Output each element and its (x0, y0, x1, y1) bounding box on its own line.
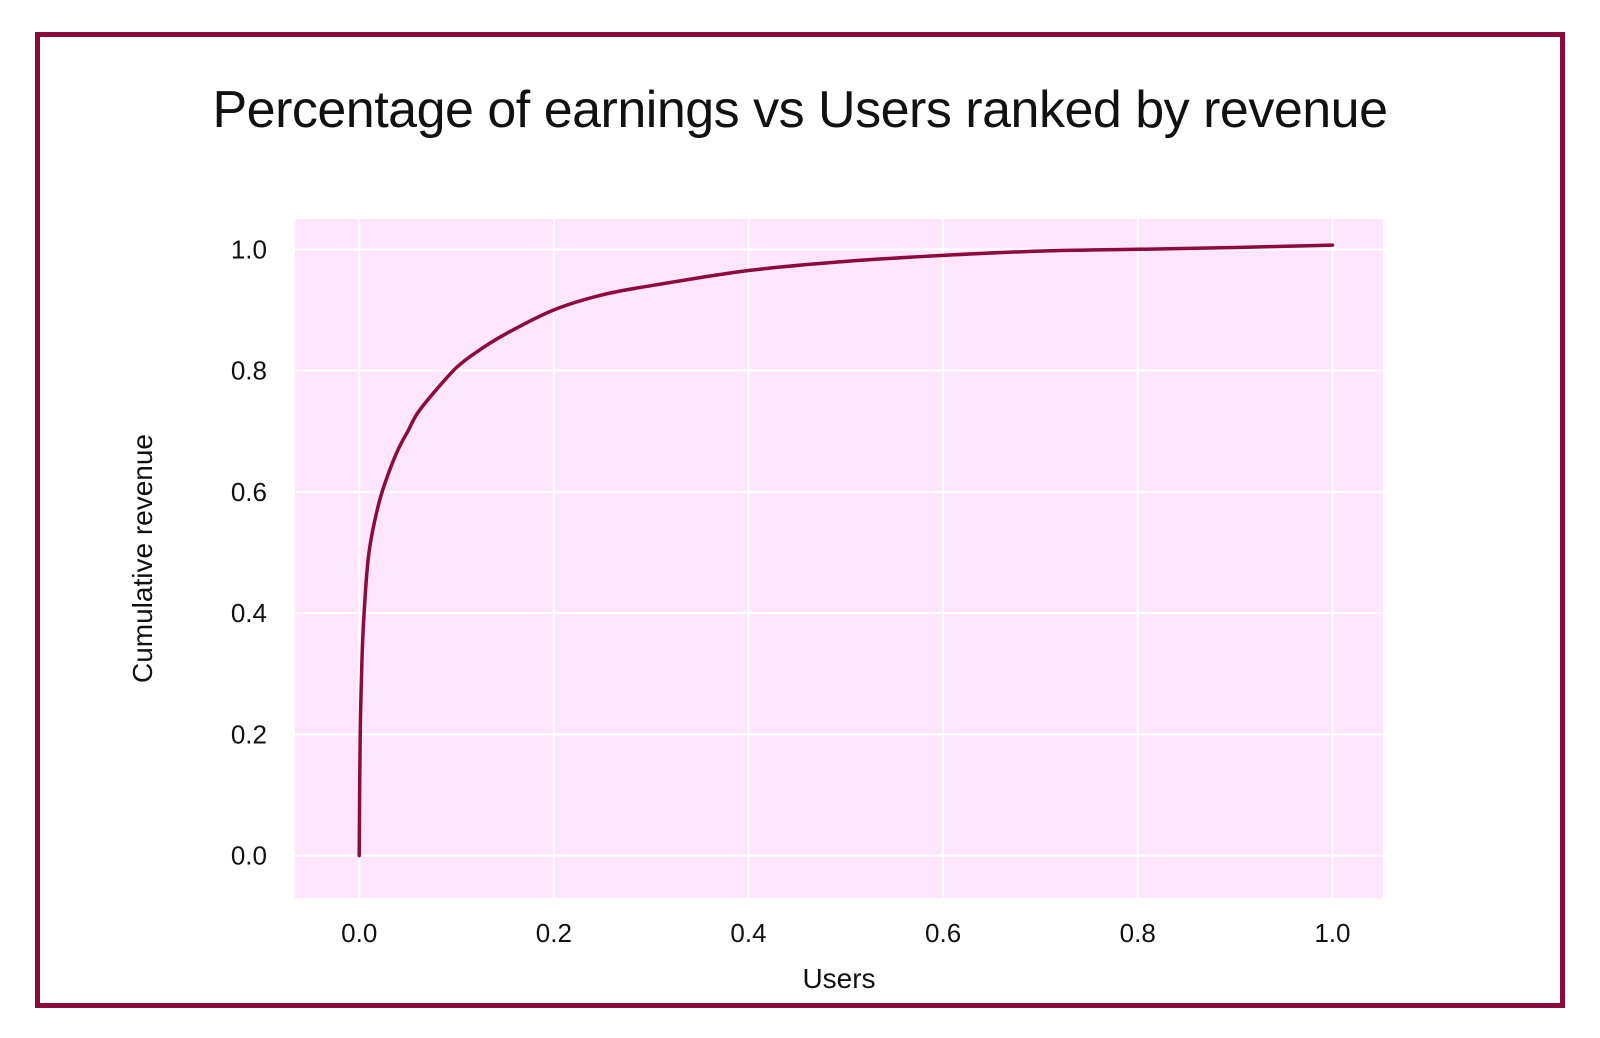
x-axis-label: Users (802, 963, 875, 994)
chart-title: Percentage of earnings vs Users ranked b… (212, 81, 1388, 139)
plot-area (295, 219, 1383, 898)
y-axis-label: Cumulative revenue (127, 434, 158, 683)
series-line (357, 243, 1335, 858)
x-tick-label: 0.8 (1120, 918, 1156, 948)
y-tick-label: 0.0 (231, 841, 267, 871)
y-tick-label: 0.6 (231, 477, 267, 507)
x-tick-label: 0.6 (925, 918, 961, 948)
y-tick-label: 1.0 (231, 234, 267, 264)
y-tick-label: 0.8 (231, 356, 267, 386)
tick-labels: 0.0 0.2 0.4 0.6 0.8 1.0 0.0 0.2 0.4 0.6 0.8 1.0 (231, 234, 1351, 948)
grid-lines (295, 219, 1383, 898)
y-tick-label: 0.2 (231, 719, 267, 749)
y-tick-label: 0.4 (231, 598, 267, 628)
x-tick-label: 0.4 (730, 918, 766, 948)
x-tick-label: 1.0 (1314, 918, 1350, 948)
x-tick-label: 0.2 (536, 918, 572, 948)
x-tick-label: 0.0 (341, 918, 377, 948)
